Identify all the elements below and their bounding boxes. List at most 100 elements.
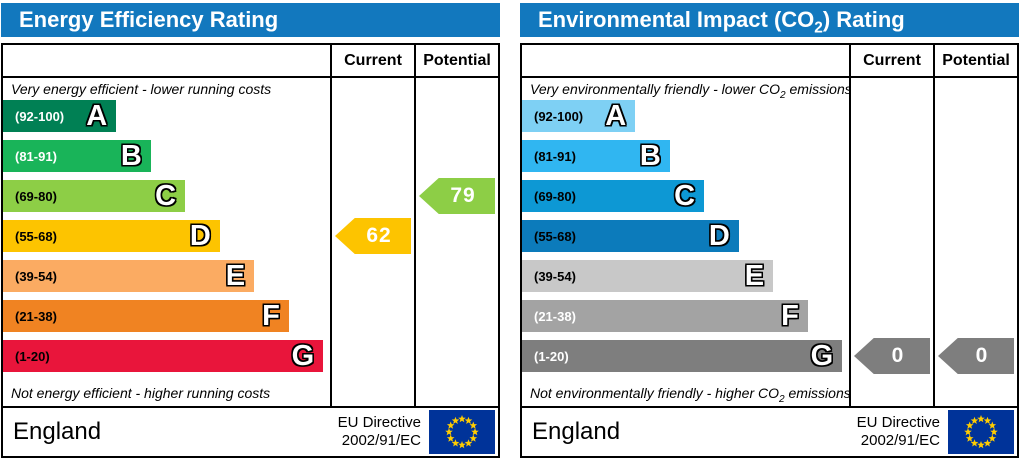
current-column: 62 <box>330 78 414 406</box>
band-bar-b: (81-91) B <box>522 140 670 172</box>
eu-directive-label: EU Directive 2002/91/EC <box>857 414 940 450</box>
band-list: (92-100) A (81-91) B (69-80) C (55-68) D (39-54)… <box>3 100 330 372</box>
band-row-a: (92-100) A <box>3 100 330 132</box>
band-letter: B <box>120 139 142 172</box>
band-letter: F <box>781 299 799 332</box>
bands-column: Very environmentally friendly - lower CO… <box>522 78 849 406</box>
top-note: Very environmentally friendly - lower CO… <box>522 78 849 100</box>
band-range-label: (39-54) <box>534 268 576 284</box>
band-row-e: (39-54) E <box>522 260 849 292</box>
band-bar-c: (69-80) C <box>3 179 186 212</box>
band-letter: C <box>155 179 177 212</box>
region-label: England <box>532 418 621 445</box>
bottom-note-text-post: emissions <box>784 385 849 401</box>
panel-title-text: Environmental Impact (CO <box>538 7 815 32</box>
band-row-b: (81-91) B <box>522 140 849 172</box>
eu-flag-icon <box>429 410 495 454</box>
eu-directive-line1: EU Directive <box>337 414 421 431</box>
band-letter: D <box>708 219 730 252</box>
band-bar-e: (39-54) E <box>3 259 255 292</box>
band-row-f: (21-38) F <box>522 300 849 332</box>
bottom-note-subscript: 2 <box>779 393 785 405</box>
band-range-label: (55-68) <box>534 228 576 244</box>
band-bar-b: (81-91) B <box>3 140 151 172</box>
band-letter: A <box>605 99 627 132</box>
band-range-label: (21-38) <box>534 308 576 324</box>
eu-directive-line2: 2002/91/EC <box>860 432 940 449</box>
band-row-c: (69-80) C <box>3 180 330 212</box>
region-label: England <box>13 418 102 445</box>
table-body: Very energy efficient - lower running co… <box>3 78 498 406</box>
band-bar-d: (55-68) D <box>522 220 739 252</box>
column-header-current: Current <box>849 45 933 76</box>
table-header-row: Current Potential <box>3 45 498 78</box>
eu-directive-label: EU Directive 2002/91/EC <box>338 414 421 450</box>
bottom-note: Not environmentally friendly - higher CO… <box>522 380 849 406</box>
band-bar-f: (21-38) F <box>3 300 289 332</box>
band-row-g: (1-20) G <box>522 340 849 372</box>
band-range-label: (92-100) <box>534 108 584 124</box>
band-range-label: (21-38) <box>15 308 57 324</box>
band-letter: F <box>262 299 280 332</box>
bottom-note-text: Not energy efficient - higher running co… <box>11 385 271 401</box>
band-letter: G <box>810 339 834 372</box>
band-row-c: (69-80) C <box>522 180 849 212</box>
band-range-label: (92-100) <box>15 108 65 124</box>
table-body: Very environmentally friendly - lower CO… <box>522 78 1017 406</box>
band-range-label: (1-20) <box>534 348 569 364</box>
column-header-current: Current <box>330 45 414 76</box>
band-row-e: (39-54) E <box>3 260 330 292</box>
band-bar-e: (39-54) E <box>522 259 774 292</box>
header-spacer-cell <box>522 45 849 76</box>
band-range-label: (81-91) <box>15 148 57 164</box>
band-range-label: (81-91) <box>534 148 576 164</box>
potential-rating-arrow: 79 <box>419 178 495 214</box>
band-range-label: (69-80) <box>15 188 57 204</box>
bottom-note-text: Not environmentally friendly - higher CO <box>530 385 779 401</box>
band-range-label: (39-54) <box>15 268 57 284</box>
band-letter: A <box>86 99 108 132</box>
panel-title-subscript: 2 <box>814 19 823 37</box>
top-note-text-post: emissions <box>785 81 850 97</box>
band-letter: C <box>674 179 696 212</box>
current-rating-arrow: 62 <box>335 218 411 254</box>
potential-column: 0 <box>933 78 1017 406</box>
header-spacer-cell <box>3 45 330 76</box>
column-header-potential: Potential <box>414 45 498 76</box>
band-row-f: (21-38) F <box>3 300 330 332</box>
band-bar-f: (21-38) F <box>522 300 808 332</box>
energy-rating-table: Current Potential Very energy efficient … <box>1 43 500 458</box>
co2-panel-title: Environmental Impact (CO2) Rating <box>520 3 1019 37</box>
co2-rating-table: Current Potential Very environmentally f… <box>520 43 1019 458</box>
band-letter: E <box>225 259 246 292</box>
column-header-potential: Potential <box>933 45 1017 76</box>
band-bar-a: (92-100) A <box>522 99 636 132</box>
current-column: 0 <box>849 78 933 406</box>
band-letter: D <box>189 219 211 252</box>
band-bar-g: (1-20) G <box>522 339 843 372</box>
band-list: (92-100) A (81-91) B (69-80) C (55-68) D (39-54)… <box>522 100 849 372</box>
band-bar-c: (69-80) C <box>522 179 705 212</box>
band-range-label: (55-68) <box>15 228 57 244</box>
eu-flag-icon <box>948 410 1014 454</box>
bands-column: Very energy efficient - lower running co… <box>3 78 330 406</box>
band-bar-g: (1-20) G <box>3 340 324 372</box>
panel-title-text: Energy Efficiency Rating <box>19 7 279 32</box>
band-row-g: (1-20) G <box>3 340 330 372</box>
band-row-a: (92-100) A <box>522 100 849 132</box>
band-bar-d: (55-68) D <box>3 220 220 252</box>
table-header-row: Current Potential <box>522 45 1017 78</box>
top-note-text: Very environmentally friendly - lower CO <box>530 81 781 97</box>
band-bar-a: (92-100) A <box>3 99 117 132</box>
energy-panel-title: Energy Efficiency Rating <box>1 3 500 37</box>
band-row-d: (55-68) D <box>522 220 849 252</box>
bottom-note: Not energy efficient - higher running co… <box>3 380 330 406</box>
panel-energy-efficiency: Energy Efficiency Rating Current Potenti… <box>1 3 500 458</box>
band-letter: E <box>744 259 765 292</box>
potential-column: 79 <box>414 78 498 406</box>
band-letter: B <box>639 139 661 172</box>
top-note-text: Very energy efficient - lower running co… <box>11 81 272 97</box>
eu-directive-line2: 2002/91/EC <box>341 432 421 449</box>
band-row-b: (81-91) B <box>3 140 330 172</box>
